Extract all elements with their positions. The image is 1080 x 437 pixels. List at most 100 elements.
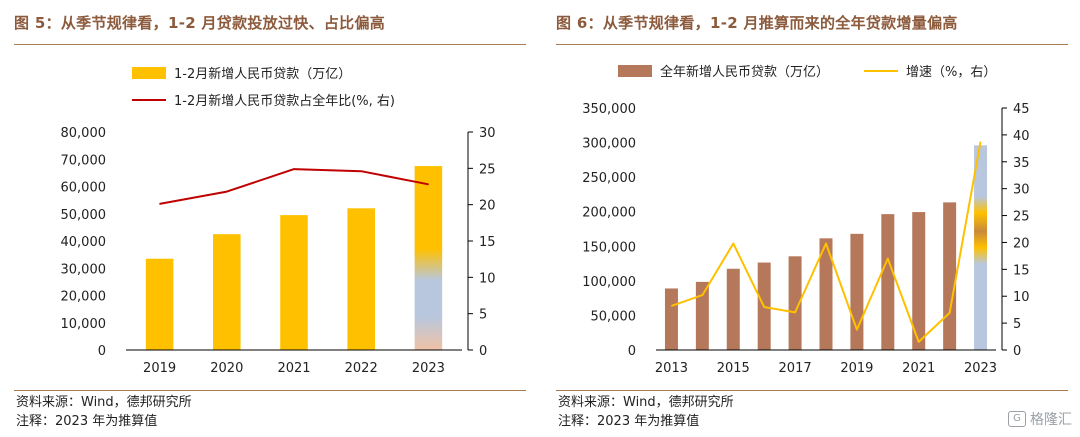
- y2-axis-tick-label: 30: [479, 126, 496, 141]
- legend-label: 1-2月新增人民币贷款（万亿）: [174, 66, 351, 82]
- line-point-2013: [670, 305, 672, 307]
- bar-2022: [943, 202, 957, 350]
- figure-5-source: 资料来源：Wind，德邦研究所: [16, 395, 192, 410]
- y2-axis-tick-label: 10: [479, 271, 496, 286]
- line-point-2023: [980, 141, 982, 143]
- watermark-text: 格隆汇: [1030, 412, 1072, 428]
- legend-swatch-bar: [132, 67, 166, 79]
- x-axis-tick-label: 2021: [902, 361, 935, 376]
- figure-6-chart: 全年新增人民币贷款（万亿） 增速（%，右） 0 50,000 100,000 150,00…: [582, 64, 1030, 376]
- bar-2015: [726, 268, 740, 350]
- y2-axis-tick-label: 0: [479, 344, 487, 359]
- figure-5-chart: 1-2月新增人民币贷款（万亿） 1-2月新增人民币贷款占全年比(%, 右) 0 10,…: [61, 66, 496, 376]
- source-divider: [14, 390, 526, 391]
- y2-axis-tick-label: 45: [1013, 102, 1030, 117]
- y2-axis-tick-label: 5: [479, 308, 487, 323]
- line-point-2022: [949, 312, 951, 314]
- x-axis-tick-label: 2015: [717, 361, 750, 376]
- bar-2021: [912, 212, 926, 350]
- x-axis-tick-label: 2021: [277, 361, 310, 376]
- y-axis-tick-label: 70,000: [61, 153, 107, 168]
- line-point-2019: [856, 329, 858, 331]
- y2-axis-tick-label: 25: [1013, 210, 1030, 225]
- line-point-2014: [701, 294, 703, 296]
- x-axis-tick-label: 2020: [210, 361, 243, 376]
- bar-2023: [414, 166, 443, 350]
- line-point-2016: [763, 306, 765, 308]
- watermark: G 格隆汇: [1008, 409, 1072, 429]
- x-axis-tick-label: 2023: [964, 361, 997, 376]
- bar-2019: [850, 233, 864, 350]
- y-axis-tick-label: 80,000: [61, 126, 107, 141]
- figure-6-source: 资料来源：Wind，德邦研究所: [558, 395, 734, 410]
- x-axis-tick-label: 2019: [143, 361, 176, 376]
- figure-6-panel: 图 6：从季节规律看，1-2 月推算而来的全年贷款增量偏高 全年新增人民币贷款（…: [556, 0, 1080, 437]
- line-point-2021: [918, 341, 920, 343]
- y2-axis-tick-label: 35: [1013, 156, 1030, 171]
- y2-axis-tick-label: 40: [1013, 129, 1030, 144]
- gelonghui-logo-icon: G: [1008, 411, 1026, 427]
- y-axis-tick-label: 200,000: [582, 206, 636, 221]
- y-axis-tick-label: 50,000: [61, 208, 107, 223]
- figure-5-title: 图 5：从季节规律看，1-2 月贷款投放过快、占比偏高: [14, 14, 386, 32]
- line-point-2021: [293, 168, 295, 170]
- figure-5-panel: 图 5：从季节规律看，1-2 月贷款投放过快、占比偏高 1-2月新增人民币贷款（…: [14, 0, 540, 437]
- line-series: [159, 168, 429, 205]
- y2-axis-tick-label: 10: [1013, 290, 1030, 305]
- figure-6-title: 图 6：从季节规律看，1-2 月推算而来的全年贷款增量偏高: [556, 14, 958, 32]
- bar-2014: [695, 281, 709, 350]
- legend-swatch-bar: [618, 65, 652, 77]
- y2-axis-tick-label: 30: [1013, 183, 1030, 198]
- source-divider: [556, 390, 1068, 391]
- y2-axis-tick-label: 15: [1013, 263, 1030, 278]
- figure-5-note: 注释：2023 年为推算值: [16, 414, 158, 429]
- line-point-2017: [794, 311, 796, 313]
- bar-2018: [819, 238, 833, 350]
- line-point-2022: [360, 170, 362, 172]
- y-axis-tick-label: 30,000: [61, 262, 107, 277]
- y2-axis-tick-label: 20: [1013, 236, 1030, 251]
- y2-axis-tick-label: 15: [479, 235, 496, 250]
- x-axis-tick-label: 2017: [779, 361, 812, 376]
- y-axis-tick-label: 250,000: [582, 171, 636, 186]
- title-divider: [14, 44, 526, 45]
- x-axis-tick-label: 2023: [412, 361, 445, 376]
- bar-2021: [280, 215, 308, 350]
- y-axis-tick-label: 100,000: [582, 275, 636, 290]
- line-point-2023: [427, 183, 429, 185]
- legend-label: 1-2月新增人民币贷款占全年比(%, 右): [174, 93, 395, 109]
- line-point-2020: [887, 258, 889, 260]
- y2-axis-tick-label: 20: [479, 199, 496, 214]
- title-divider: [556, 44, 1068, 45]
- figure-6-note: 注释：2023 年为推算值: [558, 414, 700, 429]
- y2-axis-tick-label: 25: [479, 162, 496, 177]
- x-axis-tick-label: 2013: [655, 361, 688, 376]
- x-axis-tick-label: 2019: [840, 361, 873, 376]
- line-point-2020: [226, 191, 228, 193]
- bar-2019: [145, 258, 174, 350]
- bar-2023: [974, 145, 988, 350]
- legend-label: 增速（%，右）: [906, 65, 996, 80]
- x-axis-tick-label: 2022: [345, 361, 378, 376]
- bar-2020: [881, 214, 895, 350]
- y-axis-tick-label: 60,000: [61, 181, 107, 196]
- y-axis-tick-label: 0: [628, 344, 636, 359]
- y-axis-tick-label: 20,000: [61, 290, 107, 305]
- bar-2022: [347, 208, 375, 350]
- y-axis-tick-label: 40,000: [61, 235, 107, 250]
- line-point-2018: [825, 243, 827, 245]
- y-axis-tick-label: 350,000: [582, 102, 636, 117]
- bar-2013: [664, 288, 678, 350]
- y-axis-tick-label: 300,000: [582, 137, 636, 152]
- bar-2020: [213, 234, 241, 350]
- y-axis-tick-label: 50,000: [591, 309, 637, 324]
- y2-axis-tick-label: 0: [1013, 344, 1021, 359]
- y-axis-tick-label: 150,000: [582, 240, 636, 255]
- y-axis-tick-label: 0: [98, 344, 106, 359]
- y-axis-tick-label: 10,000: [61, 317, 107, 332]
- line-point-2015: [732, 243, 734, 245]
- bar-2017: [788, 256, 802, 350]
- line-point-2019: [159, 203, 161, 205]
- legend-label: 全年新增人民币贷款（万亿）: [660, 64, 829, 80]
- y2-axis-tick-label: 5: [1013, 317, 1021, 332]
